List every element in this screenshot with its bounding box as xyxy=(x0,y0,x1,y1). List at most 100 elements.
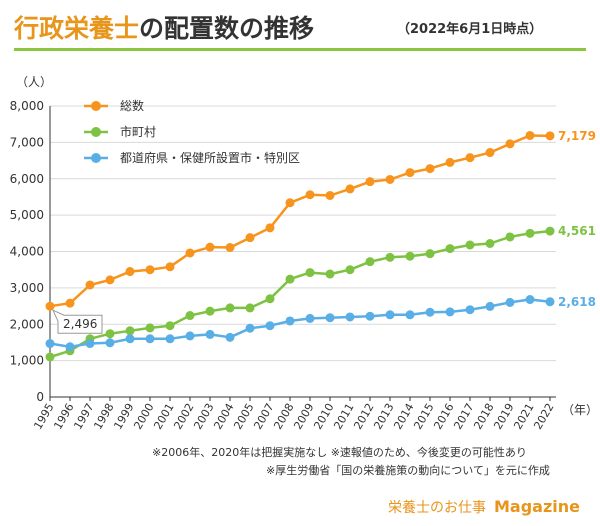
y-tick-label: 4,000 xyxy=(10,245,44,259)
data-point-prefectural[interactable] xyxy=(545,297,555,307)
data-point-prefectural[interactable] xyxy=(65,342,75,352)
data-point-municipal[interactable] xyxy=(185,311,195,321)
data-point-prefectural[interactable] xyxy=(345,312,355,322)
y-tick-label: 8,000 xyxy=(10,99,44,113)
data-point-prefectural[interactable] xyxy=(305,313,315,323)
data-point-total[interactable] xyxy=(105,275,115,285)
data-point-total[interactable] xyxy=(545,131,555,141)
data-point-municipal[interactable] xyxy=(425,249,435,259)
data-point-total[interactable] xyxy=(125,267,135,277)
logo-en-text: Magazine xyxy=(494,497,580,516)
data-point-prefectural[interactable] xyxy=(145,334,155,344)
data-point-prefectural[interactable] xyxy=(225,332,235,342)
legend-item-prefectural[interactable]: 都道府県・保健所設置市・特別区 xyxy=(84,150,300,165)
data-point-municipal[interactable] xyxy=(265,294,275,304)
data-point-municipal[interactable] xyxy=(345,265,355,275)
series-line-municipal xyxy=(49,229,551,359)
data-point-total[interactable] xyxy=(45,301,55,311)
data-point-prefectural[interactable] xyxy=(85,339,95,349)
data-point-municipal[interactable] xyxy=(245,303,255,313)
data-point-municipal[interactable] xyxy=(105,329,115,339)
data-point-municipal[interactable] xyxy=(165,321,175,331)
data-point-prefectural[interactable] xyxy=(45,339,55,349)
data-point-total[interactable] xyxy=(245,233,255,243)
data-point-total[interactable] xyxy=(225,242,235,252)
data-point-municipal[interactable] xyxy=(445,244,455,254)
data-point-total[interactable] xyxy=(405,168,415,178)
x-tick-label: 2022 xyxy=(531,401,556,432)
data-point-total[interactable] xyxy=(285,198,295,208)
legend-item-municipal[interactable]: 市町村 xyxy=(84,124,156,139)
data-point-total[interactable] xyxy=(465,153,475,163)
data-point-municipal[interactable] xyxy=(505,232,515,242)
data-point-municipal[interactable] xyxy=(205,306,215,316)
y-tick-label: 0 xyxy=(36,390,44,404)
legend-item-total[interactable]: 総数 xyxy=(84,98,144,113)
data-point-municipal[interactable] xyxy=(465,240,475,250)
data-point-total[interactable] xyxy=(505,139,515,149)
data-point-prefectural[interactable] xyxy=(505,297,515,307)
data-point-prefectural[interactable] xyxy=(125,334,135,344)
legend-marker-prefectural xyxy=(91,153,101,163)
data-point-prefectural[interactable] xyxy=(165,334,175,344)
data-point-prefectural[interactable] xyxy=(325,313,335,323)
date-note: （2022年6月1日時点） xyxy=(397,21,542,37)
y-tick-label: 7,000 xyxy=(10,135,44,149)
data-point-municipal[interactable] xyxy=(485,238,495,248)
data-point-prefectural[interactable] xyxy=(205,329,215,339)
data-point-prefectural[interactable] xyxy=(425,307,435,317)
data-point-prefectural[interactable] xyxy=(385,310,395,320)
title-rest: の配置数の推移 xyxy=(139,14,314,43)
data-point-total[interactable] xyxy=(165,262,175,272)
data-point-total[interactable] xyxy=(365,177,375,187)
data-point-prefectural[interactable] xyxy=(185,331,195,341)
series-total: 7,179 xyxy=(45,129,596,311)
data-point-total[interactable] xyxy=(345,184,355,194)
data-point-prefectural[interactable] xyxy=(265,321,275,331)
footnote-2: ※厚生労働省「国の栄養施策の動向について」を元に作成 xyxy=(266,463,550,477)
x-axis-unit: （年） xyxy=(562,403,598,417)
data-point-municipal[interactable] xyxy=(45,352,55,362)
data-point-municipal[interactable] xyxy=(305,268,315,278)
legend-label-prefectural: 都道府県・保健所設置市・特別区 xyxy=(120,150,300,165)
data-point-municipal[interactable] xyxy=(385,252,395,262)
y-axis-unit: （人） xyxy=(16,75,52,89)
data-point-prefectural[interactable] xyxy=(465,305,475,315)
data-point-prefectural[interactable] xyxy=(405,310,415,320)
data-point-prefectural[interactable] xyxy=(445,307,455,317)
data-point-municipal[interactable] xyxy=(545,226,555,236)
series-line-prefectural xyxy=(49,298,551,349)
data-point-total[interactable] xyxy=(145,265,155,275)
data-point-total[interactable] xyxy=(485,148,495,158)
data-point-municipal[interactable] xyxy=(145,323,155,333)
data-point-municipal[interactable] xyxy=(525,228,535,238)
data-point-total[interactable] xyxy=(65,298,75,308)
data-point-prefectural[interactable] xyxy=(365,311,375,321)
data-point-municipal[interactable] xyxy=(325,269,335,279)
brand-logo: 栄養士のお仕事 Magazine xyxy=(388,497,580,516)
data-point-total[interactable] xyxy=(425,164,435,174)
data-point-total[interactable] xyxy=(385,174,395,184)
callout-label: 2,496 xyxy=(63,317,97,331)
data-point-municipal[interactable] xyxy=(125,326,135,336)
data-point-prefectural[interactable] xyxy=(105,338,115,348)
data-point-total[interactable] xyxy=(205,242,215,252)
data-point-total[interactable] xyxy=(305,190,315,200)
data-point-total[interactable] xyxy=(265,223,275,233)
data-point-prefectural[interactable] xyxy=(485,301,495,311)
data-point-total[interactable] xyxy=(445,157,455,167)
data-point-municipal[interactable] xyxy=(285,274,295,284)
data-point-prefectural[interactable] xyxy=(525,295,535,305)
data-point-municipal[interactable] xyxy=(365,257,375,267)
data-point-prefectural[interactable] xyxy=(245,323,255,333)
data-point-total[interactable] xyxy=(525,130,535,140)
x-axis-ticks: 1995199619971998199920002001200220032004… xyxy=(31,397,557,432)
data-point-municipal[interactable] xyxy=(225,303,235,313)
data-point-total[interactable] xyxy=(185,248,195,258)
data-point-municipal[interactable] xyxy=(405,251,415,261)
data-point-prefectural[interactable] xyxy=(285,316,295,326)
data-point-total[interactable] xyxy=(325,190,335,200)
y-tick-label: 5,000 xyxy=(10,208,44,222)
data-point-total[interactable] xyxy=(85,280,95,290)
